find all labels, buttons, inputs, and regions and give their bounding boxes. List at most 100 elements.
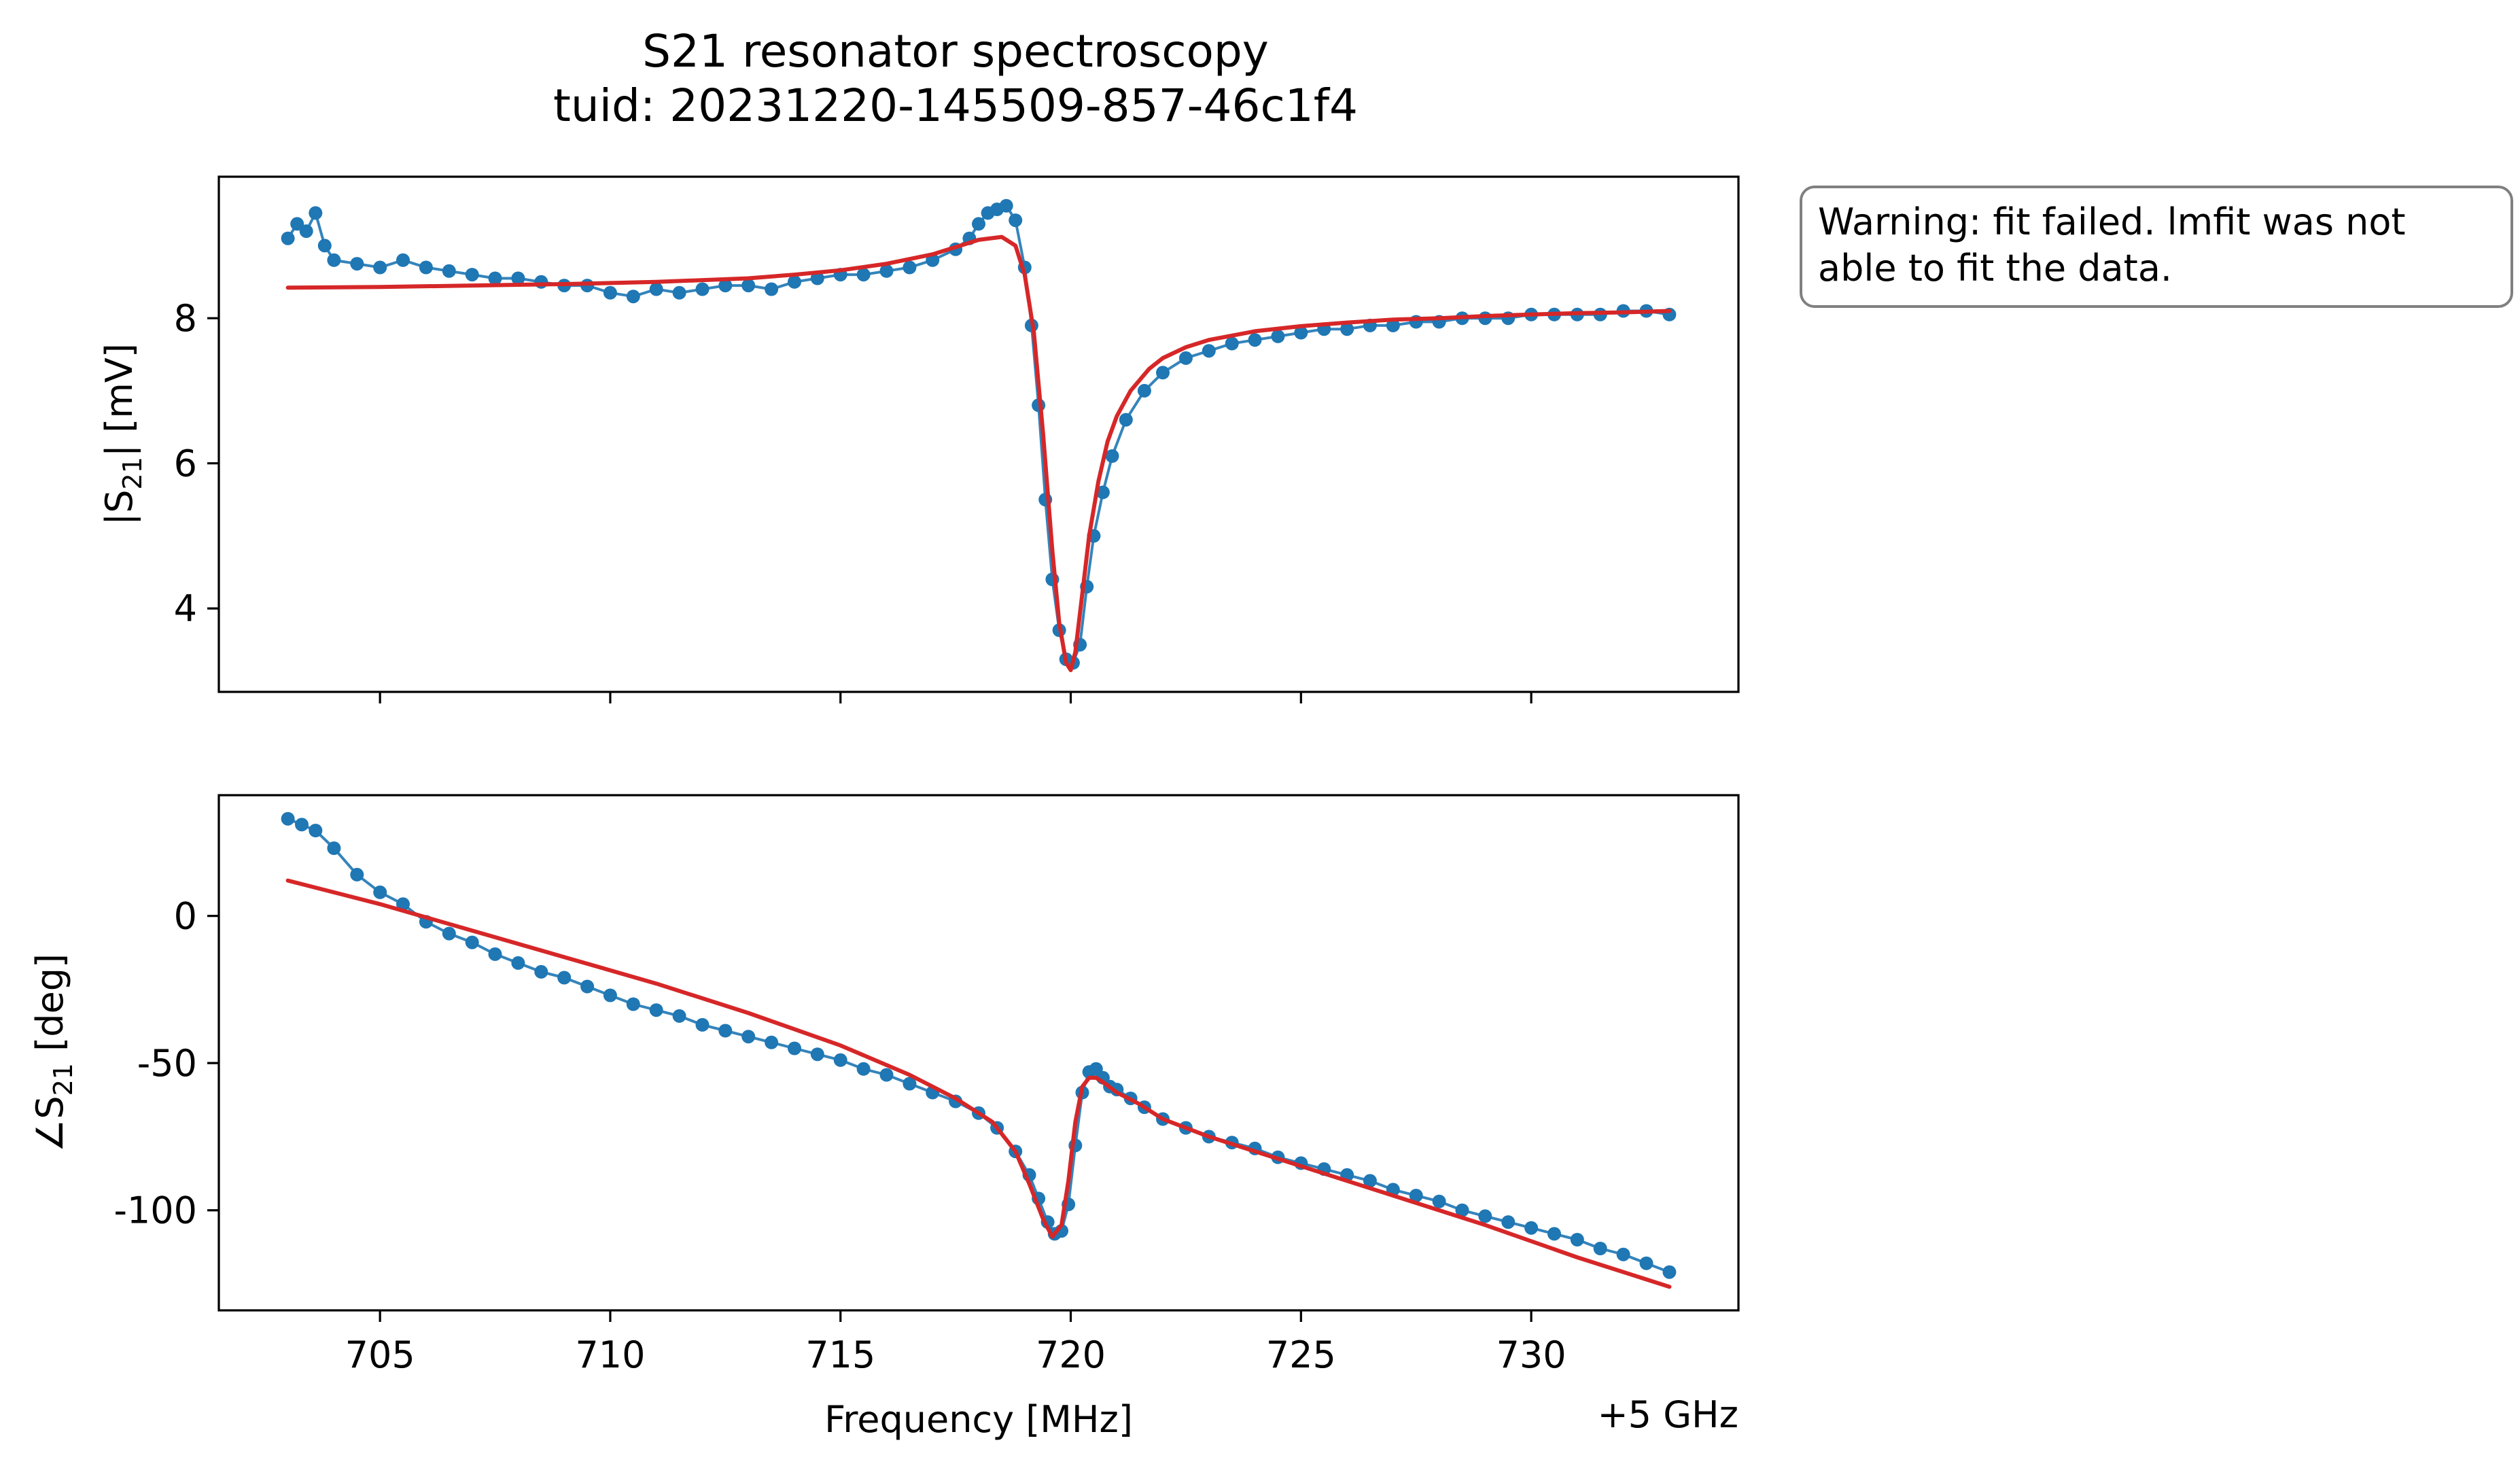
magnitude-data-point [1009,213,1023,228]
magnitude-data-point [1202,344,1216,358]
phase-data-point [741,1030,756,1044]
phase-y-tick-label: 0 [174,895,197,938]
magnitude-data-point [999,198,1013,213]
phase-data-point [833,1053,847,1067]
phase-y-tick-label: -50 [137,1042,197,1085]
phase-data-point [1593,1242,1607,1255]
phase-data-point [511,956,525,970]
magnitude-data-point [810,271,824,285]
phase-data-point [1501,1215,1516,1229]
phase-data-point [350,867,364,882]
magnitude-data-point [765,282,779,296]
magnitude-data-point [672,285,686,300]
magnitude-data-point [972,217,985,231]
phase-data-point [765,1035,779,1049]
magnitude-data-point [741,279,756,293]
phase-data-point [309,824,323,837]
magnitude-panel: 4 6 8 |S21| [mV] [98,175,1740,703]
magnitude-data-point [511,271,525,285]
magnitude-data-point [718,279,733,293]
phase-data-point [788,1041,801,1055]
magnitude-fit-line [285,234,1672,672]
phase-data-point [1455,1203,1469,1217]
magnitude-data-point [290,217,304,231]
warning-box-frame [1800,186,2513,308]
fit-warning-box: Warning: fit failed. lmfit was not able … [1800,186,2513,308]
phase-data-point [1478,1209,1492,1223]
magnitude-data-point [350,257,364,271]
magnitude-data-point [419,260,433,275]
magnitude-data-point [488,271,502,285]
phase-data-point [373,885,387,899]
phase-ticks: 705 710 715 720 725 730 0 -50 -100 [113,895,1566,1376]
phase-x-tick-label: 710 [575,1333,645,1376]
phase-axes-frame [217,794,1740,1312]
phase-data-point [649,1003,663,1017]
magnitude-axes-frame [217,175,1740,693]
phase-data-point [1547,1227,1561,1241]
phase-data-point [672,1009,686,1023]
phase-data-point [1409,1189,1423,1203]
magnitude-data-point [309,206,323,220]
phase-data-point [856,1062,871,1076]
warning-text-line-1: Warning: fit failed. lmfit was not [1818,200,2406,243]
phase-x-tick-label: 730 [1497,1333,1567,1376]
phase-data-point [580,979,595,994]
phase-data-point [718,1024,733,1038]
x-offset-label: +5 GHz [1597,1393,1738,1436]
phase-y-tick-label: -100 [113,1189,197,1232]
magnitude-data-point [1105,449,1119,463]
phase-x-tick-label: 715 [805,1333,875,1376]
magnitude-data-point [1248,333,1262,347]
phase-data-point [557,971,572,985]
magnitude-y-axis-label: |S21| [mV] [98,343,147,525]
magnitude-data-point [442,264,456,278]
magnitude-data-point [465,268,479,282]
magnitude-y-tick-label: 8 [174,297,197,340]
magnitude-data-point [603,285,617,300]
phase-data-point [695,1017,710,1032]
magnitude-plot-area [281,198,1677,672]
magnitude-data-point [1178,351,1193,365]
phase-data-point [1524,1221,1539,1235]
phase-panel: 705 710 715 720 725 730 0 -50 -100 ∠S21 [deg] Fr… [29,794,1740,1441]
magnitude-data-point [317,239,332,253]
magnitude-data-point [788,275,801,289]
phase-data-point [1363,1174,1377,1188]
magnitude-data-point [396,253,410,267]
warning-text-line-2: able to fit the data. [1818,247,2172,290]
magnitude-data-point [1225,336,1239,351]
phase-data-point [1662,1265,1677,1279]
magnitude-data-point [1271,329,1285,343]
magnitude-data-point [856,268,871,282]
phase-data-point [810,1047,824,1062]
phase-x-tick-label: 720 [1036,1333,1106,1376]
phase-x-tick-label: 705 [345,1333,415,1376]
magnitude-data-point [1119,413,1133,427]
phase-data-point [1432,1194,1446,1208]
phase-data-point [327,841,341,855]
phase-data-point [1639,1256,1653,1270]
magnitude-data-point [626,290,640,304]
x-axis-label: Frequency [MHz] [824,1398,1133,1441]
phase-x-tick-label: 725 [1266,1333,1336,1376]
phase-data-point [488,947,502,961]
phase-data-point [626,997,640,1011]
magnitude-data-point [281,231,295,245]
phase-data-point [442,926,456,941]
magnitude-data-point [649,282,663,296]
magnitude-data-point [879,264,894,278]
phase-fit-line [285,878,1672,1289]
magnitude-y-tick-label: 6 [174,442,197,485]
magnitude-data-point [1156,366,1170,380]
magnitude-data-point [1340,322,1354,336]
magnitude-data-point [327,253,341,267]
phase-data-point [465,935,479,949]
magnitude-data-point [1386,318,1400,332]
phase-data-point [1616,1247,1630,1261]
phase-data-point [603,988,617,1002]
phase-plot-area [281,811,1677,1289]
chart-title-line-2: tuid: 20231220-145509-857-46c1f4 [553,80,1358,132]
magnitude-data-point [534,275,548,289]
magnitude-data-point [903,260,917,275]
